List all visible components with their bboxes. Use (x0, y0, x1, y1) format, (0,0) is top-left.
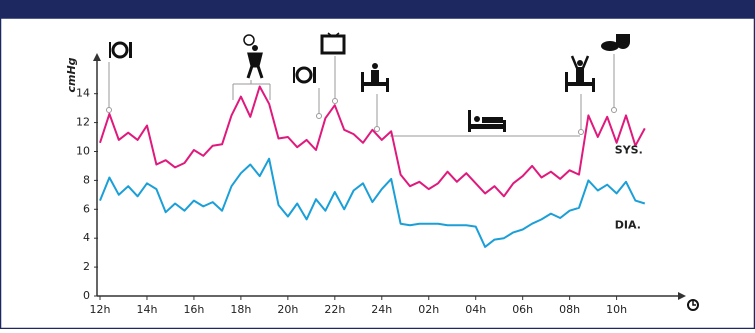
bed-icon (565, 82, 595, 86)
x-tick-label: 12h (90, 303, 111, 316)
bed-icon (468, 110, 471, 132)
body-icon (576, 67, 584, 82)
body-icon (246, 52, 264, 79)
legend-label: DIA. (615, 219, 641, 232)
leader-dot (316, 113, 322, 119)
leader-dot (578, 129, 584, 135)
fork-icon (293, 67, 295, 83)
y-tick-label: 0 (83, 289, 90, 302)
body-icon (371, 70, 379, 82)
head-icon (474, 116, 480, 122)
y-tick-label: 12 (76, 116, 90, 129)
legend-label: SYS. (615, 143, 643, 156)
bed-icon (386, 78, 389, 92)
leader-dot (611, 107, 617, 113)
x-tick-label: 02h (418, 303, 439, 316)
bed-icon (468, 124, 506, 129)
tv-icon (320, 34, 346, 55)
x-tick-label: 14h (136, 303, 157, 316)
clock-icon (687, 299, 699, 311)
x-axis-arrow (678, 292, 686, 300)
y-tick-label: 10 (76, 144, 90, 157)
cup-icon (616, 34, 630, 49)
y-tick-label: 8 (83, 173, 90, 186)
tv-antenna (333, 32, 340, 38)
knife-icon (313, 67, 316, 83)
x-tick-label: 24h (371, 303, 392, 316)
fork-icon (109, 42, 111, 58)
x-tick-label: 08h (559, 303, 580, 316)
racket-icon (243, 34, 255, 46)
head-icon (252, 45, 258, 51)
leader-dot (374, 126, 380, 132)
plate-icon (111, 41, 129, 59)
x-tick-label: 04h (465, 303, 486, 316)
series-line (99, 157, 646, 248)
x-tick-label: 22h (324, 303, 345, 316)
top-bar (0, 0, 755, 18)
y-tick-label: 14 (76, 87, 90, 100)
y-tick-label: 6 (83, 202, 90, 215)
bed-icon (592, 78, 595, 92)
bed-icon (361, 82, 389, 86)
y-axis-arrow (93, 53, 101, 61)
body-icon (482, 117, 503, 123)
leader-dot (332, 98, 338, 104)
tv-antenna (327, 32, 334, 38)
x-tick-label: 10h (606, 303, 627, 316)
y-axis-label: cmHg (65, 57, 78, 92)
donut-icon (601, 41, 619, 51)
head-icon (372, 63, 378, 69)
y-tick-label: 4 (83, 231, 90, 244)
leader-dot (106, 107, 112, 113)
x-tick-label: 20h (277, 303, 298, 316)
x-tick-label: 16h (183, 303, 204, 316)
arms-icon (570, 55, 590, 69)
head-icon (577, 60, 583, 66)
clock-hands (692, 301, 696, 306)
y-tick-label: 2 (83, 260, 90, 273)
bed-icon (503, 120, 506, 132)
knife-icon (129, 42, 132, 58)
x-tick-label: 06h (512, 303, 533, 316)
series-line (99, 85, 646, 198)
plate-icon (295, 66, 313, 84)
icons (106, 32, 699, 311)
x-tick-label: 18h (230, 303, 251, 316)
